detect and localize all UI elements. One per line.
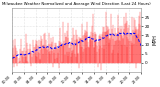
- Y-axis label: MPH: MPH: [153, 35, 158, 45]
- Title: Milwaukee Weather Normalized and Average Wind Direction (Last 24 Hours): Milwaukee Weather Normalized and Average…: [2, 2, 151, 6]
